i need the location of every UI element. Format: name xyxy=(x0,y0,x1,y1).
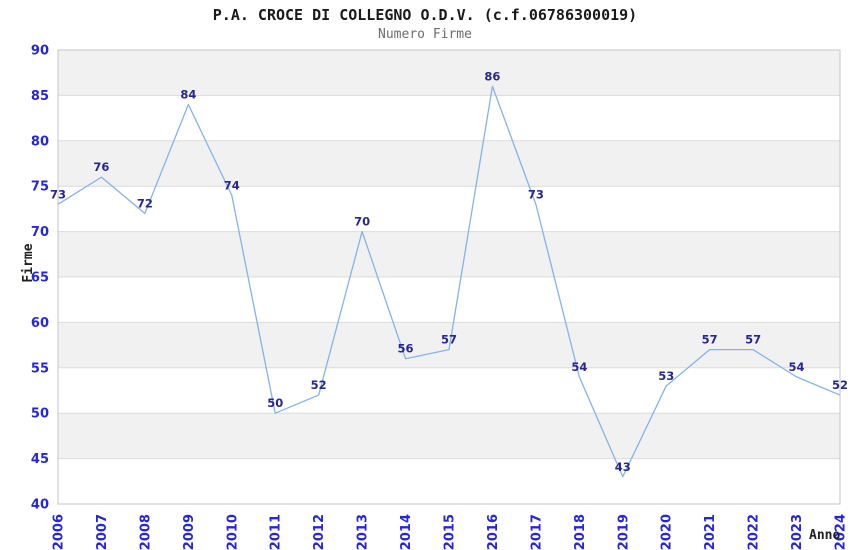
grid-band xyxy=(58,322,840,368)
y-tick-label: 50 xyxy=(31,407,49,422)
point-value-label: 57 xyxy=(745,333,761,347)
x-tick-label: 2014 xyxy=(399,514,414,550)
point-value-label: 86 xyxy=(484,69,500,83)
y-tick-label: 85 xyxy=(31,89,49,104)
point-value-label: 74 xyxy=(224,178,240,192)
point-value-label: 53 xyxy=(658,369,674,383)
x-axis-title: Anno xyxy=(809,528,841,543)
y-tick-label: 80 xyxy=(31,134,49,149)
x-tick-label: 2009 xyxy=(182,514,197,550)
point-value-label: 54 xyxy=(789,360,805,374)
point-value-label: 76 xyxy=(93,160,109,174)
grid-band xyxy=(58,50,840,96)
point-value-label: 56 xyxy=(398,342,414,356)
point-value-label: 73 xyxy=(528,187,544,201)
y-tick-label: 60 xyxy=(31,316,49,331)
grid-band xyxy=(58,231,840,277)
x-tick-label: 2017 xyxy=(529,514,544,550)
x-tick-label: 2015 xyxy=(443,514,458,550)
x-tick-label: 2021 xyxy=(703,514,718,550)
x-tick-label: 2013 xyxy=(356,514,371,550)
grid-band xyxy=(58,277,840,323)
point-value-label: 50 xyxy=(267,396,283,410)
y-axis-title: Firme xyxy=(21,243,36,283)
point-value-label: 52 xyxy=(311,378,327,392)
data-line xyxy=(57,85,841,478)
x-tick-label: 2006 xyxy=(52,514,67,550)
y-tick-label: 40 xyxy=(31,498,49,513)
x-tick-label: 2016 xyxy=(486,514,501,550)
point-value-label: 84 xyxy=(180,87,196,101)
point-value-label: 43 xyxy=(615,460,631,474)
point-value-label: 72 xyxy=(137,196,153,210)
grid-band xyxy=(58,413,840,459)
y-tick-label: 45 xyxy=(31,452,49,467)
y-tick-label: 55 xyxy=(31,361,49,376)
x-tick-label: 2012 xyxy=(312,514,327,550)
point-value-label: 57 xyxy=(702,333,718,347)
chart-title: P.A. CROCE DI COLLEGNO O.D.V. (c.f.06786… xyxy=(212,6,638,24)
chart-subtitle: Numero Firme xyxy=(378,27,472,42)
x-tick-label: 2019 xyxy=(616,514,631,550)
point-value-label: 73 xyxy=(50,187,66,201)
x-tick-label: 2024 xyxy=(834,514,849,550)
y-tick-label: 90 xyxy=(31,44,49,59)
x-tick-label: 2010 xyxy=(225,514,240,550)
x-tick-label: 2007 xyxy=(95,514,110,550)
point-value-label: 57 xyxy=(441,333,457,347)
y-tick-label: 65 xyxy=(31,271,49,286)
grid-band xyxy=(58,458,840,504)
grid-band xyxy=(58,95,840,141)
grid-band xyxy=(58,367,840,414)
grid-band xyxy=(58,140,840,187)
x-tick-label: 2022 xyxy=(747,514,762,550)
point-value-label: 54 xyxy=(571,360,587,374)
point-value-label: 70 xyxy=(354,215,370,229)
point-value-label: 52 xyxy=(832,378,848,392)
x-tick-label: 2018 xyxy=(573,514,588,550)
x-tick-label: 2011 xyxy=(269,514,284,550)
y-tick-label: 70 xyxy=(31,225,49,240)
x-tick-label: 2020 xyxy=(660,514,675,550)
x-tick-label: 2023 xyxy=(790,514,805,550)
plot-border xyxy=(57,49,841,505)
x-tick-label: 2008 xyxy=(138,514,153,550)
y-tick-label: 75 xyxy=(31,180,49,195)
grid-band xyxy=(58,186,840,232)
